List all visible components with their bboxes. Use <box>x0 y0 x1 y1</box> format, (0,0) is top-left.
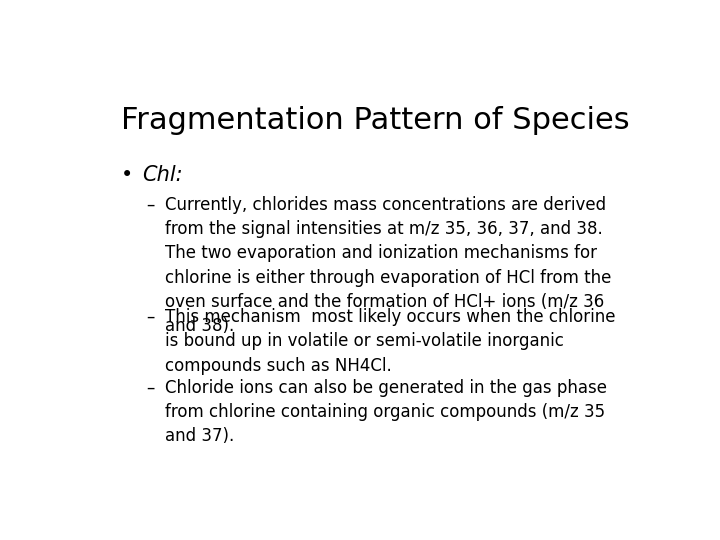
Text: –: – <box>145 196 154 214</box>
Text: This mechanism  most likely occurs when the chlorine
is bound up in volatile or : This mechanism most likely occurs when t… <box>166 308 616 375</box>
Text: Chloride ions can also be generated in the gas phase
from chlorine containing or: Chloride ions can also be generated in t… <box>166 379 608 445</box>
Text: –: – <box>145 379 154 397</box>
Text: Fragmentation Pattern of Species: Fragmentation Pattern of Species <box>121 106 629 136</box>
Text: •: • <box>121 165 133 185</box>
Text: Chl:: Chl: <box>142 165 182 185</box>
Text: Currently, chlorides mass concentrations are derived
from the signal intensities: Currently, chlorides mass concentrations… <box>166 196 612 335</box>
Text: –: – <box>145 308 154 326</box>
